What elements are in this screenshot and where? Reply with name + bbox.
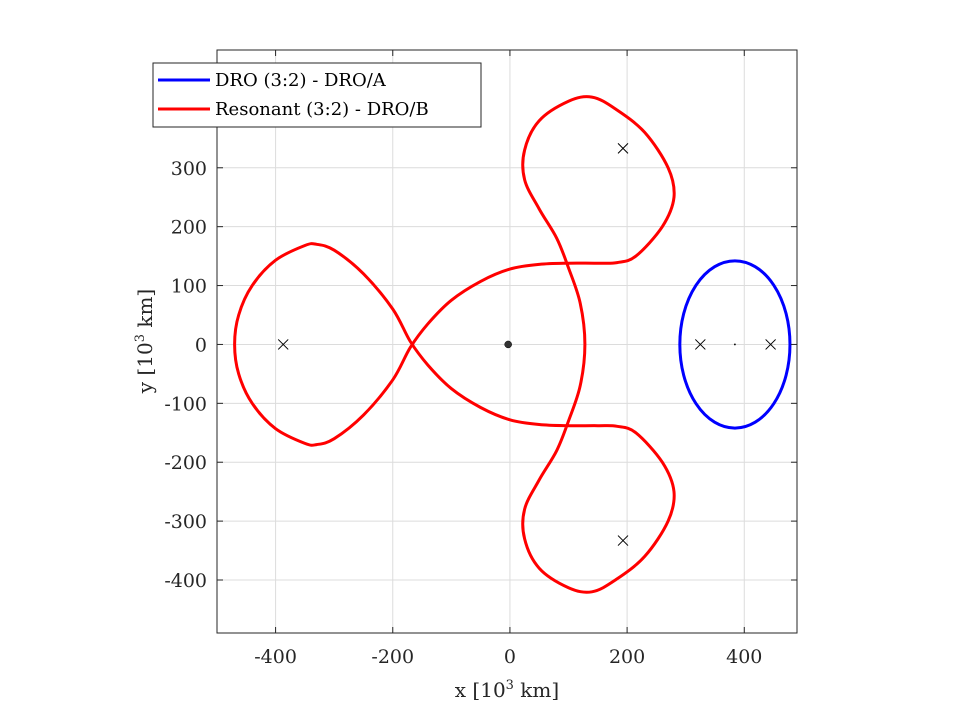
cross-marker	[765, 339, 776, 350]
markers-group	[277, 142, 776, 546]
cross-marker	[277, 339, 289, 350]
x-tick-label: -200	[371, 646, 414, 668]
legend-label-dro: DRO (3:2) - DRO/A	[215, 70, 387, 91]
y-tick-label: 300	[171, 158, 207, 180]
series-group	[233, 95, 792, 594]
x-tick-label: 400	[726, 646, 762, 668]
x-tick-label: -400	[254, 646, 297, 668]
y-tick-label: 0	[195, 334, 207, 356]
x-axis-label: x [103 km]	[455, 678, 559, 702]
small-dot-marker	[733, 343, 736, 346]
axes-box	[216, 49, 798, 634]
legend-box	[152, 62, 482, 128]
tick-labels: -400 -200 0 200 400 -400 -300 -200 -100 0 100 200 30…	[164, 158, 762, 668]
tick-marks	[217, 50, 797, 633]
y-tick-label: 100	[171, 276, 207, 298]
series-line-dro	[678, 259, 792, 430]
y-tick-label: -300	[164, 511, 207, 533]
y-tick-label: -200	[164, 452, 207, 474]
legend-label-resonant: Resonant (3:2) - DRO/B	[215, 99, 429, 120]
cross-marker	[617, 142, 629, 154]
cross-marker	[617, 535, 629, 546]
series-line-resonant	[233, 95, 676, 594]
y-tick-label: -100	[164, 393, 207, 415]
y-tick-label: 200	[171, 217, 207, 239]
dot-marker	[504, 340, 512, 349]
y-tick-label: -400	[164, 570, 207, 592]
legend: DRO (3:2) - DRO/A Resonant (3:2) - DRO/B	[152, 62, 482, 128]
x-tick-label: 200	[609, 646, 645, 668]
y-axis-label: y [103 km]	[133, 289, 157, 394]
x-tick-label: 0	[504, 646, 516, 668]
cross-marker	[694, 339, 706, 350]
grid	[217, 50, 797, 633]
